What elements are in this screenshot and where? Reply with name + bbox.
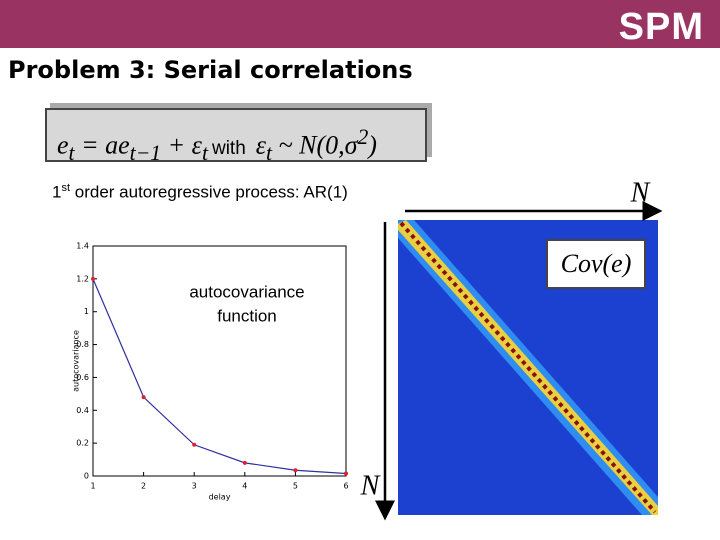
formula-part: e <box>57 130 69 160</box>
caption: 1st order autoregressive process: AR(1) <box>52 182 348 203</box>
x-tick-label: 2 <box>141 482 146 491</box>
slide-title: Problem 3: Serial correlations <box>8 56 413 84</box>
row-label: N <box>360 470 381 501</box>
annotation: autocovariance <box>189 282 304 301</box>
cov-label: Cov(e) <box>561 249 632 278</box>
formula-part: ε <box>255 130 267 160</box>
formula-part: t−1 <box>129 140 162 165</box>
point <box>141 395 146 400</box>
formula-with: with <box>211 137 246 159</box>
annotation: function <box>217 306 277 325</box>
y-tick-label: 1.2 <box>76 274 89 283</box>
cov-box <box>546 239 646 289</box>
point <box>91 276 95 281</box>
x-tick-label: 5 <box>293 482 298 491</box>
series-line <box>92 278 347 475</box>
formula-part: t <box>68 140 75 165</box>
formula: et = aet−1 + εt with εt ~ N(0,σ2) <box>45 108 427 165</box>
y-tick-label: 0 <box>84 472 89 481</box>
x-axis-label: delay <box>209 493 231 502</box>
y-tick-label: 0.4 <box>76 406 89 415</box>
point <box>242 460 247 465</box>
x-tick-label: 4 <box>242 482 247 491</box>
y-tick-label: 0.2 <box>76 439 89 448</box>
formula-part: t <box>266 140 273 165</box>
y-tick-label: 0.8 <box>76 340 89 349</box>
col-label: N <box>630 177 651 208</box>
y-tick-label: 0.6 <box>76 373 89 382</box>
caption-part: order autoregressive process: AR(1) <box>70 182 348 202</box>
point <box>293 468 298 473</box>
formula-part: = ae <box>74 130 130 160</box>
x-tick-label: 6 <box>343 482 348 491</box>
formula-part: + ε <box>161 130 202 160</box>
logo: SPM <box>618 6 704 48</box>
formula-part: t <box>201 140 208 165</box>
point <box>192 442 197 447</box>
formula-part: 2 <box>357 125 369 149</box>
formula-part: ~ N(0,σ <box>272 130 358 160</box>
y-tick-label: 1.4 <box>76 242 89 251</box>
covariance-diagonal <box>399 221 657 514</box>
x-tick-label: 1 <box>90 482 95 491</box>
y-axis-label: autocovariance <box>72 330 81 392</box>
x-tick-label: 3 <box>192 482 197 491</box>
caption-part: st <box>61 182 71 194</box>
header-bar <box>0 0 720 48</box>
caption-part: 1 <box>52 182 62 202</box>
formula-part: ) <box>368 130 377 160</box>
point <box>344 471 348 476</box>
plot-area <box>92 245 347 477</box>
y-tick-label: 1 <box>84 307 89 316</box>
